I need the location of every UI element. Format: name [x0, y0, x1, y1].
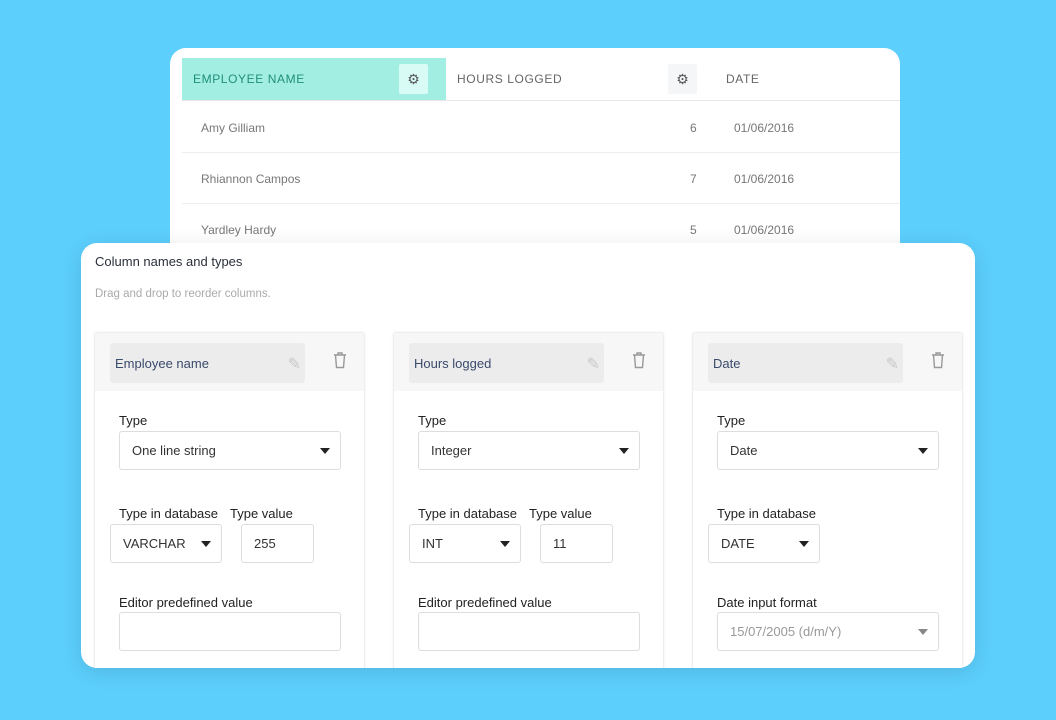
column-card-header[interactable]: Hours logged ✎ [394, 333, 663, 391]
trash-icon[interactable] [333, 351, 347, 369]
column-name-field[interactable]: Date ✎ [708, 343, 903, 383]
type-label: Type [418, 413, 447, 428]
gear-icon[interactable]: ⚙ [399, 64, 428, 94]
caret-down-icon [500, 541, 510, 547]
date-format-select[interactable]: 15/07/2005 (d/m/Y) [717, 612, 939, 651]
db-type-label: Type in database [418, 506, 518, 521]
table-preview: EMPLOYEE NAME ⚙ HOURS LOGGED ⚙ DATE Amy … [170, 48, 900, 268]
type-select[interactable]: Date [717, 431, 939, 470]
column-card-header[interactable]: Date ✎ [693, 333, 962, 391]
column-card[interactable]: Date ✎ Type Date Type in database DATE Da… [692, 332, 963, 668]
extra-label: Editor predefined value [418, 595, 552, 610]
pencil-icon[interactable]: ✎ [586, 356, 600, 373]
caret-down-icon [799, 541, 809, 547]
header-hours-logged[interactable]: HOURS LOGGED [457, 72, 563, 86]
cell-name: Yardley Hardy [201, 223, 277, 237]
type-value-input[interactable]: 255 [241, 524, 314, 563]
db-type-label: Type in database [717, 506, 817, 521]
extra-label: Date input format [717, 595, 817, 610]
type-select[interactable]: Integer [418, 431, 640, 470]
type-label: Type [717, 413, 746, 428]
db-type-value: VARCHAR [123, 536, 186, 551]
header-date[interactable]: DATE [726, 72, 760, 86]
type-select[interactable]: One line string [119, 431, 341, 470]
cell-hours: 6 [690, 121, 697, 135]
panel-subtitle: Drag and drop to reorder columns. [95, 288, 271, 300]
panel-title: Column names and types [95, 254, 243, 269]
type-value-label: Type value [230, 506, 293, 521]
column-card[interactable]: Hours logged ✎ Type Integer Type in datab… [393, 332, 664, 668]
db-type-label: Type in database [119, 506, 219, 521]
db-type-select[interactable]: DATE [708, 524, 820, 563]
column-card[interactable]: Employee name ✎ Type One line string Type… [94, 332, 365, 668]
column-name: Employee name [115, 355, 209, 371]
caret-down-icon [918, 629, 928, 635]
caret-down-icon [201, 541, 211, 547]
header-employee-name[interactable]: EMPLOYEE NAME [193, 72, 305, 86]
type-value: One line string [132, 443, 216, 458]
pencil-icon[interactable]: ✎ [287, 356, 301, 373]
gear-icon[interactable]: ⚙ [668, 64, 697, 94]
db-type-value: INT [422, 536, 443, 551]
cell-date: 01/06/2016 [734, 223, 795, 237]
cell-date: 01/06/2016 [734, 172, 795, 186]
date-format-placeholder: 15/07/2005 (d/m/Y) [730, 624, 842, 639]
type-value-input[interactable]: 11 [540, 524, 613, 563]
type-value: Integer [431, 443, 472, 458]
db-type-select[interactable]: INT [409, 524, 521, 563]
pencil-icon[interactable]: ✎ [885, 356, 899, 373]
column-card-header[interactable]: Employee name ✎ [95, 333, 364, 391]
type-value-label: Type value [529, 506, 592, 521]
cell-hours: 5 [690, 223, 697, 237]
type-value: Date [730, 443, 758, 458]
cell-hours: 7 [690, 172, 697, 186]
column-name: Hours logged [414, 355, 492, 371]
column-settings-panel: Column names and types Drag and drop to … [81, 243, 975, 668]
column-name-field[interactable]: Employee name ✎ [110, 343, 305, 383]
db-type-value: DATE [721, 536, 755, 551]
predefined-value-input[interactable] [418, 612, 640, 651]
predefined-value-input[interactable] [119, 612, 341, 651]
trash-icon[interactable] [931, 351, 945, 369]
db-type-select[interactable]: VARCHAR [110, 524, 222, 563]
caret-down-icon [320, 448, 330, 454]
cell-name: Amy Gilliam [201, 121, 266, 135]
extra-label: Editor predefined value [119, 595, 253, 610]
column-name: Date [713, 355, 741, 371]
caret-down-icon [619, 448, 629, 454]
type-label: Type [119, 413, 148, 428]
column-name-field[interactable]: Hours logged ✎ [409, 343, 604, 383]
trash-icon[interactable] [632, 351, 646, 369]
cell-date: 01/06/2016 [734, 121, 795, 135]
cell-name: Rhiannon Campos [201, 172, 301, 186]
caret-down-icon [918, 448, 928, 454]
